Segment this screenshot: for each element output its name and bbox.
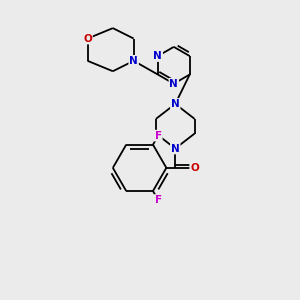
- Text: N: N: [169, 79, 178, 89]
- Text: F: F: [154, 131, 162, 141]
- Text: N: N: [171, 143, 180, 154]
- Text: N: N: [153, 51, 162, 61]
- Text: F: F: [154, 195, 162, 205]
- Text: O: O: [190, 163, 199, 173]
- Text: N: N: [129, 56, 138, 66]
- Text: O: O: [83, 34, 92, 44]
- Text: N: N: [171, 99, 180, 109]
